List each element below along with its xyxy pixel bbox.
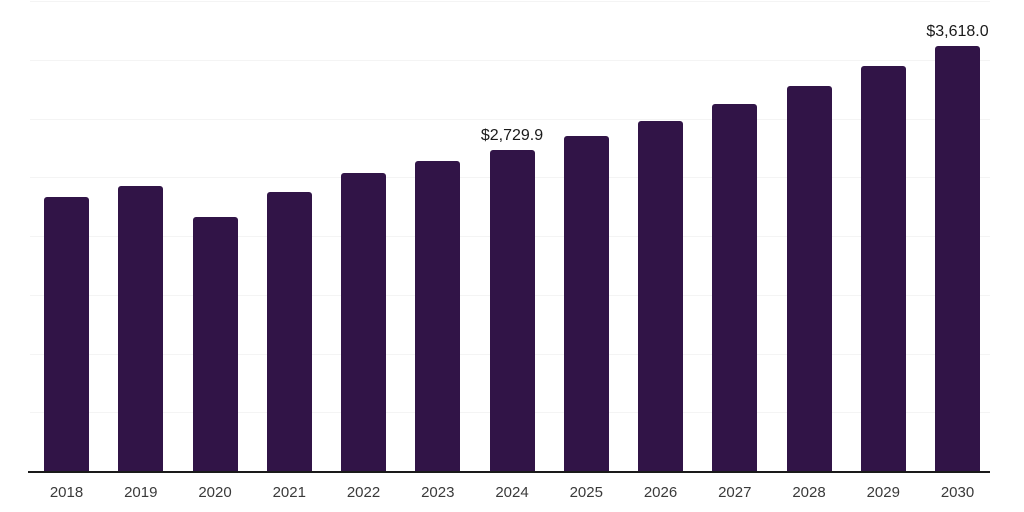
bar-2030 bbox=[935, 45, 980, 471]
data-label-2030: $3,618.0 bbox=[926, 22, 989, 40]
x-tick-2020: 2020 bbox=[198, 484, 232, 501]
x-tick-2025: 2025 bbox=[569, 484, 603, 501]
bar-2019 bbox=[118, 185, 164, 471]
x-tick-2023: 2023 bbox=[421, 484, 455, 501]
bar-2020 bbox=[192, 216, 238, 471]
x-axis-line bbox=[28, 471, 990, 473]
bar-2028 bbox=[786, 86, 832, 471]
data-label-2024: $2,729.9 bbox=[480, 127, 544, 145]
x-tick-2026: 2026 bbox=[643, 484, 678, 501]
x-tick-2018: 2018 bbox=[49, 484, 84, 501]
bar-2025 bbox=[563, 135, 609, 471]
bar-2024 bbox=[489, 150, 535, 471]
x-tick-2029: 2029 bbox=[866, 484, 900, 501]
x-tick-2030: 2030 bbox=[940, 484, 975, 501]
x-tick-2022: 2022 bbox=[346, 484, 381, 501]
bar-2021 bbox=[266, 192, 312, 471]
gridline-3500 bbox=[30, 59, 990, 61]
x-tick-2024: 2024 bbox=[495, 484, 529, 501]
bar-2023 bbox=[415, 161, 461, 471]
gridline-3000 bbox=[30, 118, 990, 120]
x-tick-2021: 2021 bbox=[272, 484, 306, 501]
bar-2026 bbox=[638, 120, 683, 471]
x-tick-2019: 2019 bbox=[124, 484, 158, 501]
bar-2029 bbox=[860, 65, 906, 471]
x-tick-2028: 2028 bbox=[792, 484, 826, 501]
x-tick-2027: 2027 bbox=[718, 484, 752, 501]
bar-2022 bbox=[341, 173, 386, 471]
bar-2027 bbox=[712, 103, 758, 471]
plot-area: $2,729.9 $3,618.0 bbox=[30, 0, 990, 471]
gridline-4000 bbox=[30, 1, 990, 2]
bar-2018 bbox=[44, 197, 89, 471]
